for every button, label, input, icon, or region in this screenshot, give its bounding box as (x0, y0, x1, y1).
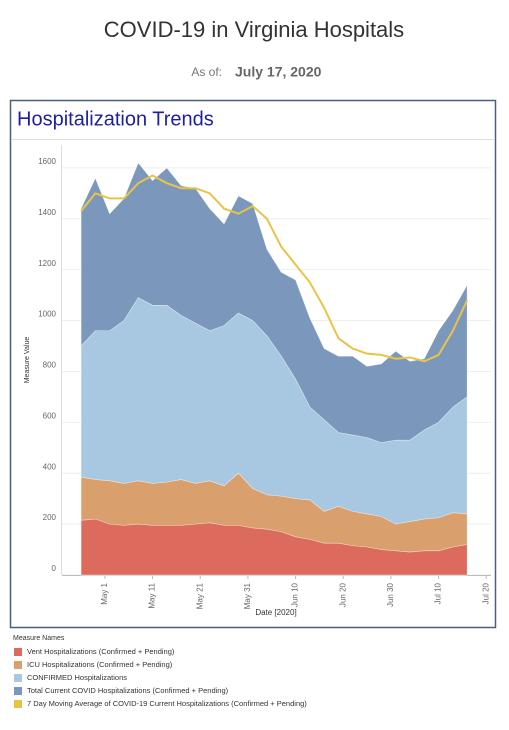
x-tick-label: Jul 20 (481, 582, 490, 604)
legend-label: Vent Hospitalizations (Confirmed + Pendi… (27, 647, 175, 656)
legend-swatch (14, 648, 22, 656)
area (80, 518, 468, 576)
y-tick-label: 0 (52, 564, 57, 573)
y-tick-label: 1000 (38, 310, 56, 319)
x-tick-label: May 1 (100, 582, 109, 604)
x-axis-label: Date [2020] (255, 608, 296, 617)
legend-label: Total Current COVID Hospitalizations (Co… (27, 686, 229, 695)
legend-swatch (14, 687, 22, 695)
legend-label: CONFIRMED Hospitalizations (27, 673, 127, 682)
y-tick-label: 1200 (38, 259, 56, 268)
chart-title: Hospitalization Trends (17, 108, 214, 130)
y-tick-label: 400 (43, 462, 57, 471)
as-of-date: July 17, 2020 (235, 64, 322, 80)
y-tick-label: 1600 (38, 157, 56, 166)
x-tick-label: Jul 10 (434, 582, 443, 604)
x-tick-label: May 11 (148, 582, 157, 608)
as-of-label: As of: (191, 65, 222, 79)
legend-title: Measure Names (13, 635, 65, 642)
y-tick-label: 800 (43, 361, 57, 370)
legend-label: ICU Hospitalizations (Confirmed + Pendin… (27, 660, 173, 669)
y-tick-label: 1400 (38, 208, 56, 217)
page-title: COVID-19 in Virginia Hospitals (104, 17, 404, 42)
legend-swatch (14, 700, 22, 708)
x-tick-label: Jun 30 (386, 582, 395, 607)
x-tick-label: May 21 (195, 582, 204, 609)
x-tick-label: Jun 20 (338, 582, 347, 607)
legend-swatch (14, 674, 22, 682)
x-tick-label: Jun 10 (291, 582, 300, 607)
legend-swatch (14, 661, 22, 669)
line (80, 174, 469, 363)
y-tick-label: 200 (43, 513, 57, 522)
y-axis-label: Measure Value (24, 337, 31, 384)
y-tick-label: 600 (43, 411, 57, 420)
legend-label: 7 Day Moving Average of COVID-19 Current… (27, 699, 307, 708)
x-tick-label: May 31 (243, 582, 252, 609)
